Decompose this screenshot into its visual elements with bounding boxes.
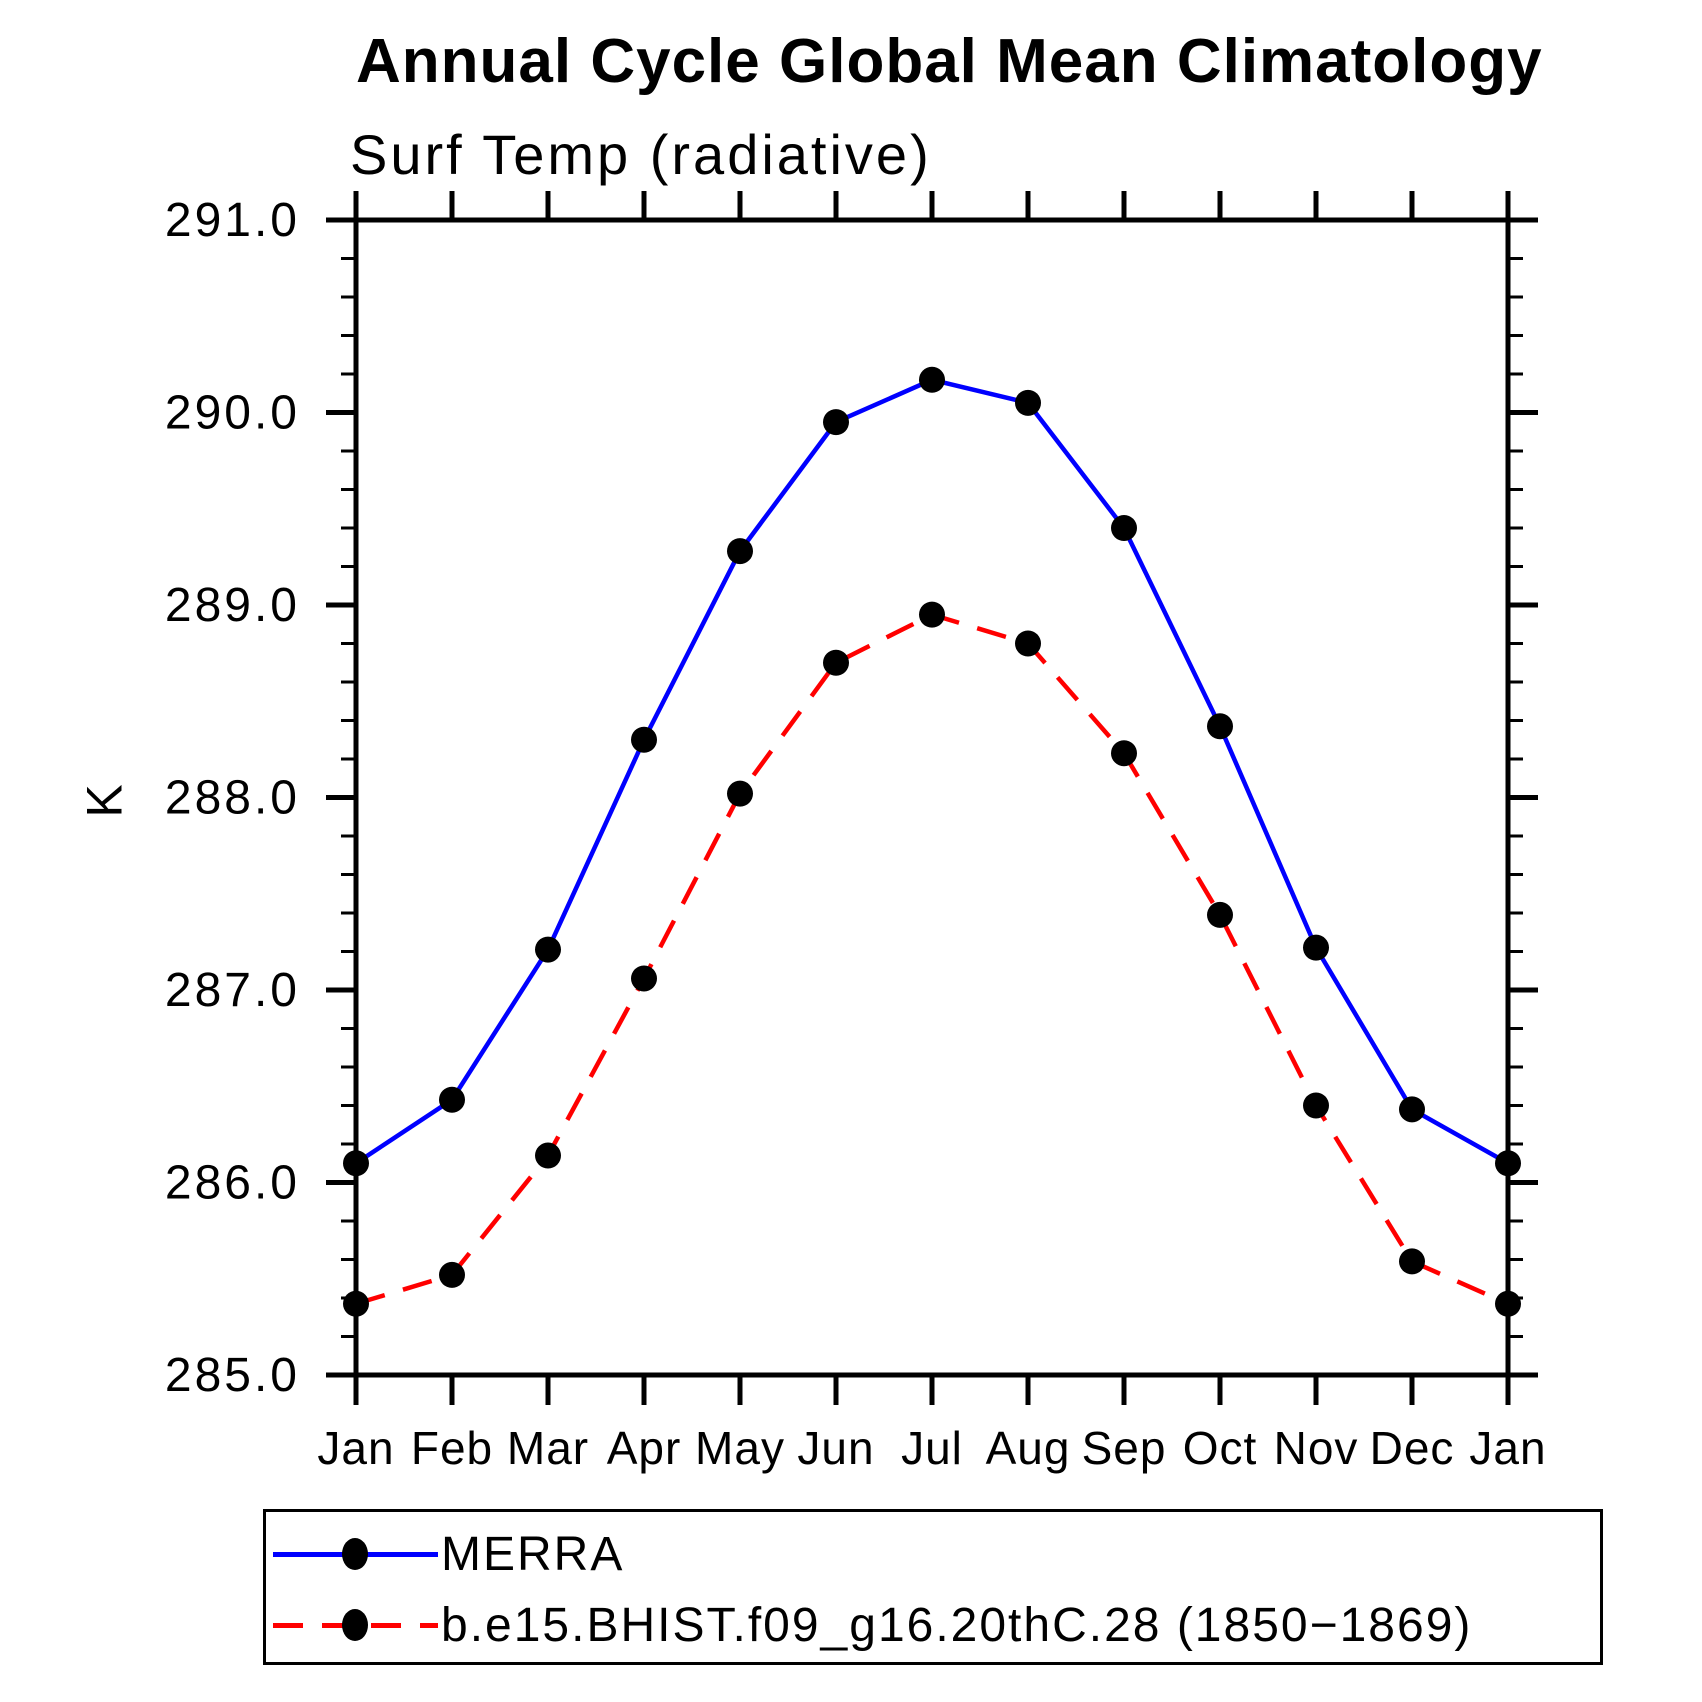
data-point-marker xyxy=(1111,740,1137,767)
legend: MERRA b.e15.BHIST.f09_g16.20thC.28 (1850… xyxy=(263,1509,1603,1665)
y-tick-label: 288.0 xyxy=(165,772,300,825)
legend-item-merra: MERRA xyxy=(273,1528,624,1581)
data-point-marker xyxy=(343,1290,369,1317)
data-point-marker xyxy=(727,780,753,807)
data-point-marker xyxy=(1303,934,1329,961)
x-tick-label: Oct xyxy=(1183,1422,1258,1474)
data-point-marker xyxy=(1111,515,1137,541)
legend-label-model: b.e15.BHIST.f09_g16.20thC.28 (1850−1869) xyxy=(441,1598,1473,1652)
data-point-marker xyxy=(631,726,657,753)
x-tick-label: Sep xyxy=(1082,1422,1167,1474)
y-tick-label: 290.0 xyxy=(165,387,300,440)
y-tick-label: 286.0 xyxy=(165,1157,300,1210)
chart-subtitle: Surf Temp (radiative) xyxy=(350,123,932,186)
chart-title: Annual Cycle Global Mean Climatology xyxy=(356,27,1543,96)
data-point-marker xyxy=(1015,630,1041,657)
data-point-marker xyxy=(1399,1096,1425,1123)
data-point-marker xyxy=(919,366,945,393)
data-point-marker xyxy=(1399,1248,1425,1275)
x-tick-label: Mar xyxy=(507,1422,589,1474)
legend-item-model: b.e15.BHIST.f09_g16.20thC.28 (1850−1869) xyxy=(273,1599,1472,1652)
data-point-marker xyxy=(1495,1290,1521,1317)
x-tick-label: Apr xyxy=(607,1422,682,1474)
data-point-marker xyxy=(823,409,849,436)
series-line-merra xyxy=(354,377,1510,1166)
x-tick-label: Jan xyxy=(317,1422,394,1474)
data-point-marker xyxy=(1207,901,1233,928)
x-tick-label: May xyxy=(695,1422,785,1474)
x-tick-label: Nov xyxy=(1274,1422,1359,1474)
data-point-marker xyxy=(919,601,945,628)
x-tick-label: Aug xyxy=(986,1422,1071,1474)
data-point-marker xyxy=(439,1086,465,1113)
x-tick-label: Jan xyxy=(1469,1422,1546,1474)
data-point-marker xyxy=(631,965,657,992)
x-tick-label: Feb xyxy=(411,1422,493,1474)
data-point-marker xyxy=(535,1142,561,1169)
y-tick-label: 289.0 xyxy=(165,579,300,632)
legend-label-merra: MERRA xyxy=(441,1527,625,1581)
data-point-marker xyxy=(343,1150,369,1177)
x-tick-label: Dec xyxy=(1370,1422,1455,1474)
data-point-marker xyxy=(727,538,753,565)
legend-marker-icon xyxy=(342,1609,368,1641)
legend-marker-icon xyxy=(342,1538,368,1570)
x-tick-label: Jul xyxy=(901,1422,963,1474)
data-point-marker xyxy=(1495,1150,1521,1177)
y-tick-label: 285.0 xyxy=(165,1349,300,1402)
data-point-marker xyxy=(1207,713,1233,740)
data-point-marker xyxy=(823,649,849,676)
plot-border xyxy=(353,217,1511,1378)
y-tick-label: 291.0 xyxy=(165,194,300,247)
data-point-marker xyxy=(439,1261,465,1288)
series-line-model xyxy=(355,612,1509,1306)
data-point-marker xyxy=(1303,1092,1329,1119)
y-tick-label: 287.0 xyxy=(165,964,300,1017)
x-tick-label: Jun xyxy=(797,1422,874,1474)
data-point-marker xyxy=(535,936,561,963)
data-point-marker xyxy=(1015,389,1041,416)
